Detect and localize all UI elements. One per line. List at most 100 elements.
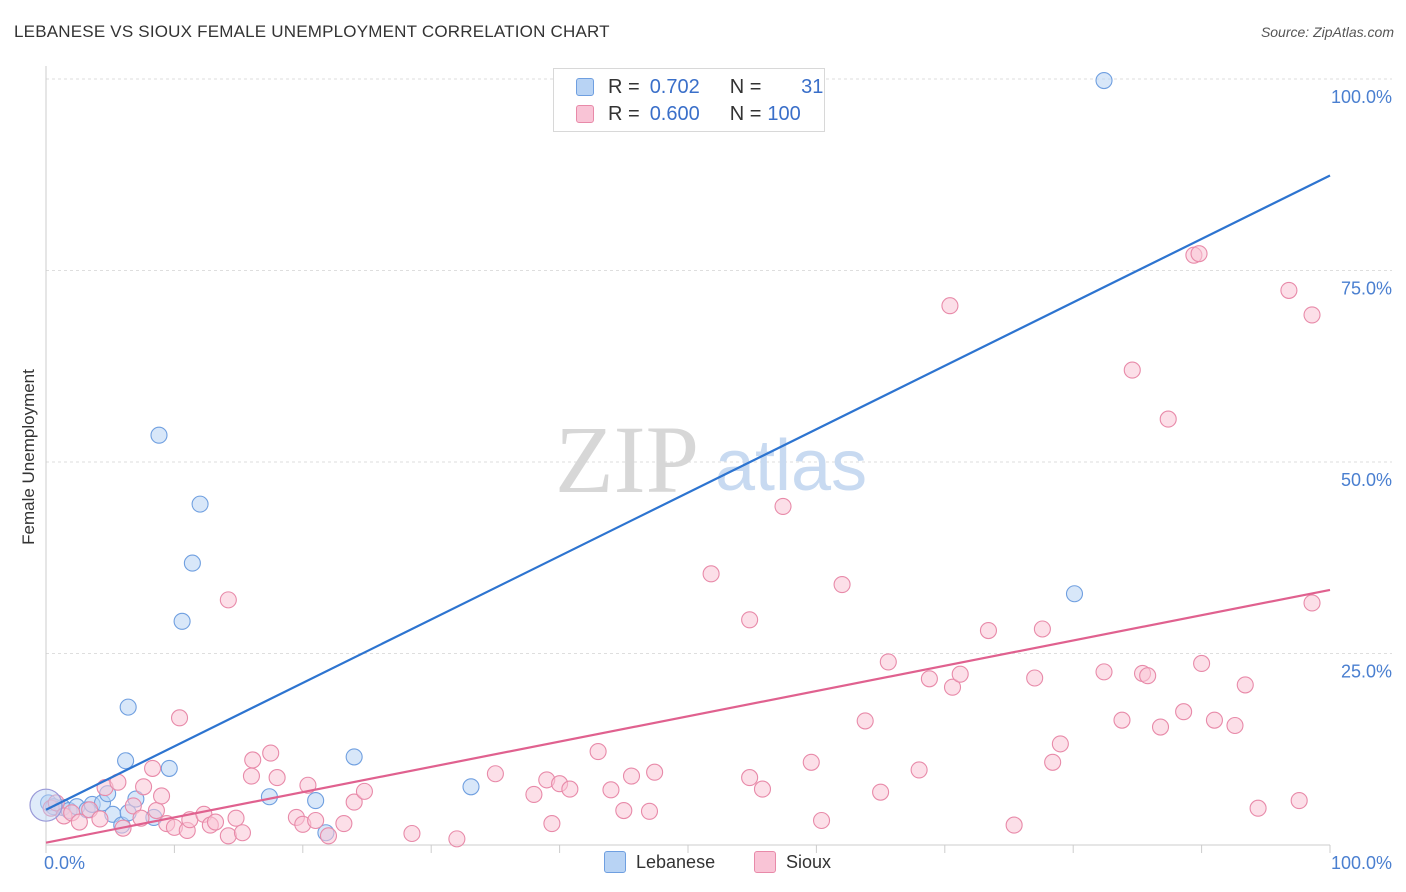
sioux-point bbox=[1303, 594, 1321, 612]
sioux-point bbox=[561, 780, 579, 798]
lebanese-n-value: 31 bbox=[801, 75, 824, 98]
sioux-point bbox=[602, 781, 620, 799]
sioux-legend-label: Sioux bbox=[786, 851, 832, 872]
sioux-point bbox=[702, 565, 720, 583]
sioux-point bbox=[153, 787, 171, 805]
y-tick-label: 100.0% bbox=[1331, 87, 1392, 107]
sioux-point bbox=[774, 497, 792, 515]
lebanese-point bbox=[119, 698, 137, 716]
sioux-point bbox=[268, 769, 286, 787]
sioux-point bbox=[741, 769, 759, 787]
trend-lines bbox=[45, 174, 1331, 844]
sioux-point bbox=[640, 802, 659, 820]
sioux-point bbox=[1051, 735, 1069, 753]
sioux-point bbox=[227, 809, 245, 827]
sioux-point bbox=[403, 824, 421, 843]
sioux-point bbox=[1123, 361, 1141, 379]
sioux-point bbox=[135, 778, 153, 796]
lebanese-legend-label: Lebanese bbox=[636, 851, 716, 872]
sioux-point bbox=[1290, 792, 1308, 810]
sioux-point bbox=[244, 751, 262, 769]
lebanese-point bbox=[307, 792, 325, 810]
y-tick-label: 75.0% bbox=[1341, 279, 1392, 299]
sioux-point bbox=[355, 782, 373, 800]
sioux-point bbox=[1175, 703, 1193, 721]
y-axis-label: Female Unemployment bbox=[19, 369, 38, 545]
sioux-point bbox=[1226, 716, 1244, 735]
n-label: N = bbox=[729, 75, 762, 98]
sioux-point bbox=[1193, 654, 1211, 673]
sioux-point bbox=[943, 678, 962, 696]
y-tick-label: 25.0% bbox=[1341, 662, 1392, 682]
sioux-swatch bbox=[576, 105, 594, 123]
data-points bbox=[29, 71, 1321, 848]
sioux-point bbox=[1005, 816, 1023, 834]
y-tick-label: 50.0% bbox=[1341, 470, 1392, 490]
sioux-point bbox=[345, 793, 363, 811]
sioux-point bbox=[622, 767, 641, 785]
sioux-point bbox=[124, 797, 142, 815]
sioux-point bbox=[1026, 669, 1044, 687]
sioux-point bbox=[802, 753, 820, 771]
sioux-point bbox=[856, 712, 874, 730]
grid-lines bbox=[46, 78, 1392, 654]
r-label: R = bbox=[608, 102, 640, 125]
stats-legend: R = 0.702 N = 31 R = 0.600 N = 100 bbox=[553, 68, 825, 132]
watermark-atlas: atlas bbox=[715, 426, 867, 506]
chart-title: LEBANESE VS SIOUX FEMALE UNEMPLOYMENT CO… bbox=[14, 22, 610, 41]
tick-labels: 25.0% 50.0% 75.0% 100.0% 0.0% 100.0% bbox=[44, 87, 1392, 873]
watermark-zip: ZIP bbox=[555, 406, 699, 513]
sioux-point bbox=[335, 815, 353, 833]
sioux-point bbox=[979, 621, 998, 640]
sioux-point bbox=[1236, 676, 1254, 694]
sioux-point bbox=[1033, 620, 1051, 638]
lebanese-point bbox=[1095, 71, 1113, 90]
lebanese-point bbox=[173, 612, 191, 630]
zipatlas-watermark: ZIP atlas bbox=[555, 406, 867, 513]
sioux-point bbox=[147, 801, 165, 820]
sioux-point bbox=[941, 297, 959, 315]
sioux-point bbox=[1159, 410, 1177, 428]
lebanese-origin-cluster-point bbox=[29, 788, 63, 822]
sioux-point bbox=[543, 815, 561, 833]
lebanese-legend-swatch bbox=[604, 851, 626, 873]
sioux-point bbox=[219, 591, 237, 609]
sioux-point bbox=[233, 824, 252, 842]
sioux-point bbox=[1190, 245, 1208, 263]
legend-row-sioux: R = 0.600 N = 100 bbox=[576, 101, 807, 127]
x-tick-label-max: 100.0% bbox=[1331, 853, 1392, 873]
sioux-point bbox=[741, 611, 759, 629]
sioux-point bbox=[219, 827, 237, 845]
r-label: R = bbox=[608, 75, 640, 98]
lebanese-point bbox=[183, 554, 201, 572]
sioux-point bbox=[910, 761, 928, 779]
sioux-point bbox=[262, 744, 280, 762]
lebanese-swatch bbox=[576, 78, 594, 96]
sioux-point bbox=[589, 742, 607, 761]
sioux-point bbox=[319, 827, 338, 845]
sioux-point bbox=[242, 767, 260, 785]
sioux-point bbox=[753, 780, 772, 798]
lebanese-point bbox=[160, 759, 178, 777]
sioux-point bbox=[170, 709, 189, 727]
sioux-r-value: 0.600 bbox=[649, 102, 700, 125]
legend-row-lebanese: R = 0.702 N = 31 bbox=[576, 74, 823, 100]
sioux-point bbox=[1205, 711, 1223, 729]
sioux-legend-swatch bbox=[754, 851, 776, 873]
sioux-point bbox=[920, 670, 938, 688]
sioux-point bbox=[448, 830, 466, 848]
sioux-point bbox=[812, 811, 831, 830]
series-sioux bbox=[42, 245, 1321, 848]
lebanese-trend-line bbox=[45, 174, 1331, 811]
sioux-point bbox=[206, 813, 225, 831]
sioux-point bbox=[525, 785, 543, 803]
sioux-point bbox=[879, 653, 897, 671]
sioux-n-value: 100 bbox=[767, 102, 801, 125]
sioux-point bbox=[1139, 667, 1157, 685]
bottom-legend-sioux: Sioux bbox=[754, 851, 831, 873]
sioux-point bbox=[1113, 711, 1131, 729]
lebanese-point bbox=[345, 748, 363, 766]
lebanese-point bbox=[117, 752, 135, 770]
x-tick-label-min: 0.0% bbox=[44, 853, 85, 873]
